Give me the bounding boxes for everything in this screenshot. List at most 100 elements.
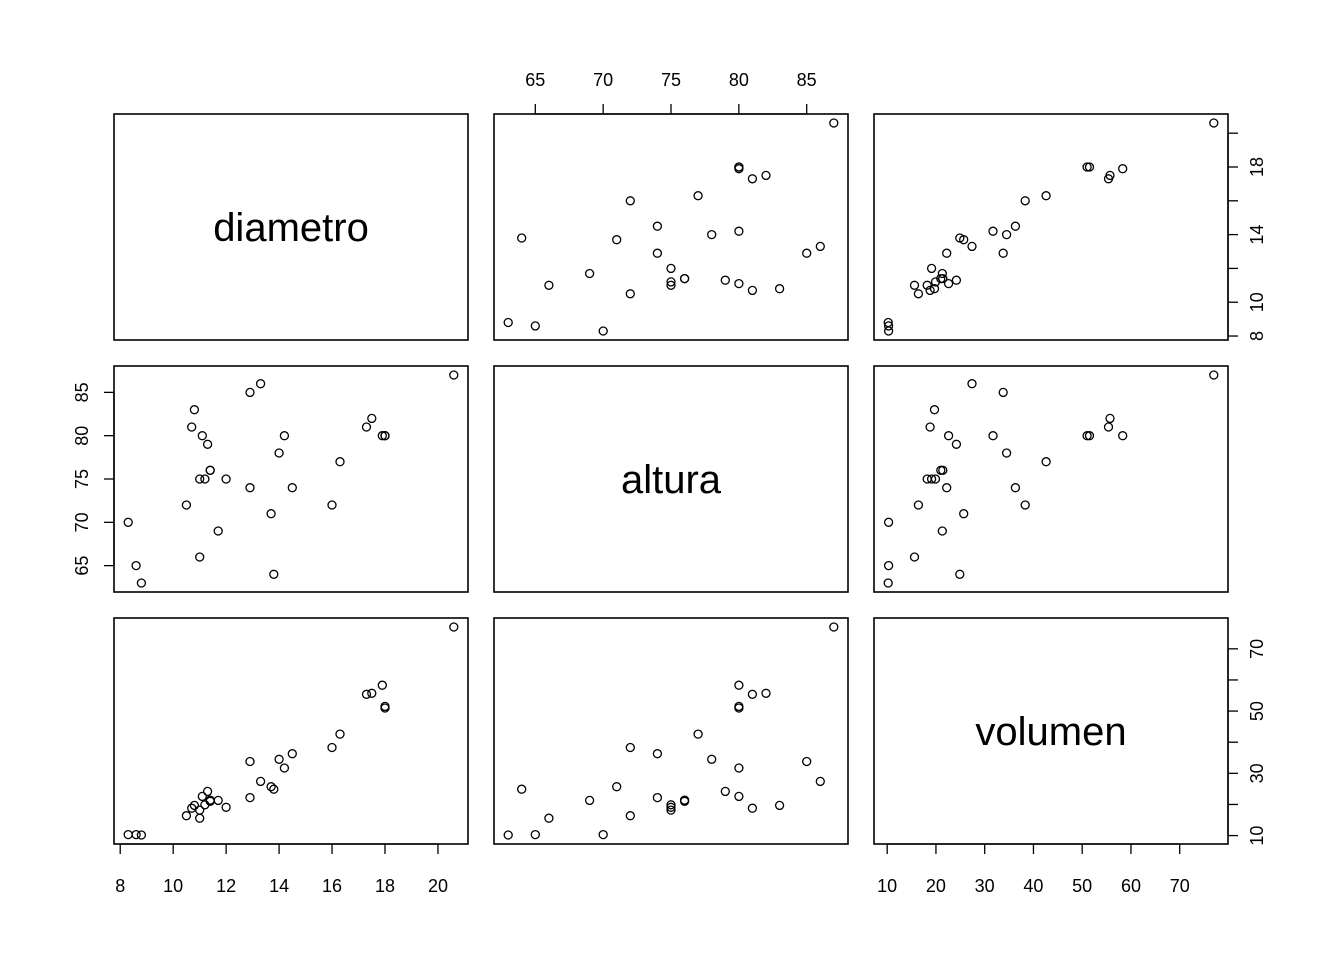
data-point xyxy=(942,248,952,258)
data-point xyxy=(1084,431,1095,441)
data-point xyxy=(200,474,210,484)
data-point xyxy=(909,552,920,562)
data-point xyxy=(1209,118,1219,128)
data-point xyxy=(666,280,676,290)
y-tick-label: 30 xyxy=(1247,763,1267,783)
data-point xyxy=(913,289,924,299)
data-point xyxy=(530,829,540,840)
data-point xyxy=(544,813,554,823)
data-point xyxy=(988,431,998,441)
x-axis-altura-top: 65 70 75 80 85 xyxy=(525,70,817,115)
x-tick-label: 70 xyxy=(1170,876,1190,896)
data-point xyxy=(734,162,744,172)
y-axis-altura-left: 65 70 75 80 85 xyxy=(72,382,115,576)
data-point xyxy=(449,622,459,632)
data-point xyxy=(925,285,935,296)
panel-frame xyxy=(493,617,849,845)
data-point xyxy=(1041,457,1051,467)
data-point xyxy=(652,248,663,258)
data-point xyxy=(197,791,207,802)
data-point xyxy=(922,280,932,290)
data-point xyxy=(449,370,459,380)
data-point xyxy=(530,321,540,331)
data-point xyxy=(187,422,197,432)
y-tick-label: 70 xyxy=(72,512,92,532)
data-point xyxy=(1084,162,1095,172)
data-point xyxy=(707,229,717,240)
data-point xyxy=(181,500,192,510)
data-point xyxy=(943,278,954,289)
panel-frame xyxy=(493,365,849,593)
data-point xyxy=(883,560,894,571)
data-point xyxy=(367,413,377,424)
data-point xyxy=(1010,483,1021,493)
panel-volumen-vs-volumen: volumen xyxy=(873,617,1229,845)
data-point xyxy=(255,776,266,787)
x-tick-label: 50 xyxy=(1072,876,1092,896)
data-point xyxy=(967,379,977,389)
data-point xyxy=(734,278,744,289)
data-point xyxy=(720,786,730,797)
data-point xyxy=(815,776,825,787)
data-point xyxy=(245,387,255,398)
x-tick-label: 8 xyxy=(115,876,125,896)
data-point xyxy=(1001,448,1012,458)
panel-frame xyxy=(493,113,849,341)
data-point xyxy=(131,829,141,840)
data-point xyxy=(734,226,744,236)
variable-label-volumen: volumen xyxy=(975,710,1126,754)
data-point xyxy=(245,756,255,767)
data-point xyxy=(652,792,663,803)
data-point xyxy=(625,196,635,206)
data-point xyxy=(829,622,839,632)
panel-diametro-vs-diametro: diametro xyxy=(113,113,469,341)
data-point xyxy=(883,578,893,588)
data-point xyxy=(883,321,894,331)
data-point xyxy=(584,268,595,279)
data-point xyxy=(761,688,771,698)
data-point xyxy=(774,284,785,294)
x-tick-label: 80 xyxy=(729,70,749,90)
x-tick-label: 40 xyxy=(1023,876,1043,896)
data-point xyxy=(693,191,703,201)
data-point xyxy=(274,448,284,458)
data-point xyxy=(136,578,147,588)
data-point xyxy=(1020,500,1030,510)
data-point xyxy=(202,439,213,449)
x-tick-label: 10 xyxy=(163,876,183,896)
y-tick-label: 65 xyxy=(72,556,92,576)
data-point xyxy=(988,226,998,236)
y-tick-label: 18 xyxy=(1247,157,1267,177)
data-point xyxy=(666,277,676,287)
data-point xyxy=(652,749,663,759)
data-point xyxy=(652,221,663,231)
data-point xyxy=(335,457,345,467)
x-tick-label: 16 xyxy=(322,876,342,896)
data-point xyxy=(123,829,133,840)
data-point xyxy=(123,517,133,527)
data-point xyxy=(679,795,690,805)
data-point xyxy=(734,703,744,713)
data-point xyxy=(195,552,205,562)
data-point xyxy=(955,569,965,579)
data-point xyxy=(1020,196,1030,206)
x-tick-label: 85 xyxy=(797,70,817,90)
data-point xyxy=(747,174,758,184)
y-tick-label: 8 xyxy=(1247,331,1267,341)
panel-volumen-vs-altura xyxy=(493,617,849,845)
x-tick-label: 60 xyxy=(1121,876,1141,896)
data-point xyxy=(1082,431,1092,441)
x-axis-diametro-bottom: 8 10 12 14 16 18 20 xyxy=(115,843,448,896)
panel-diametro-vs-volumen xyxy=(873,113,1229,341)
data-point xyxy=(802,756,812,767)
data-point xyxy=(747,803,758,813)
data-point xyxy=(1118,431,1128,441)
data-point xyxy=(287,749,297,759)
data-point xyxy=(734,791,744,802)
data-point xyxy=(967,241,977,252)
data-point xyxy=(503,830,513,840)
y-tick-label: 70 xyxy=(1247,639,1267,659)
panel-volumen-vs-diametro xyxy=(113,617,469,845)
data-point xyxy=(269,784,279,794)
data-point xyxy=(195,805,205,815)
